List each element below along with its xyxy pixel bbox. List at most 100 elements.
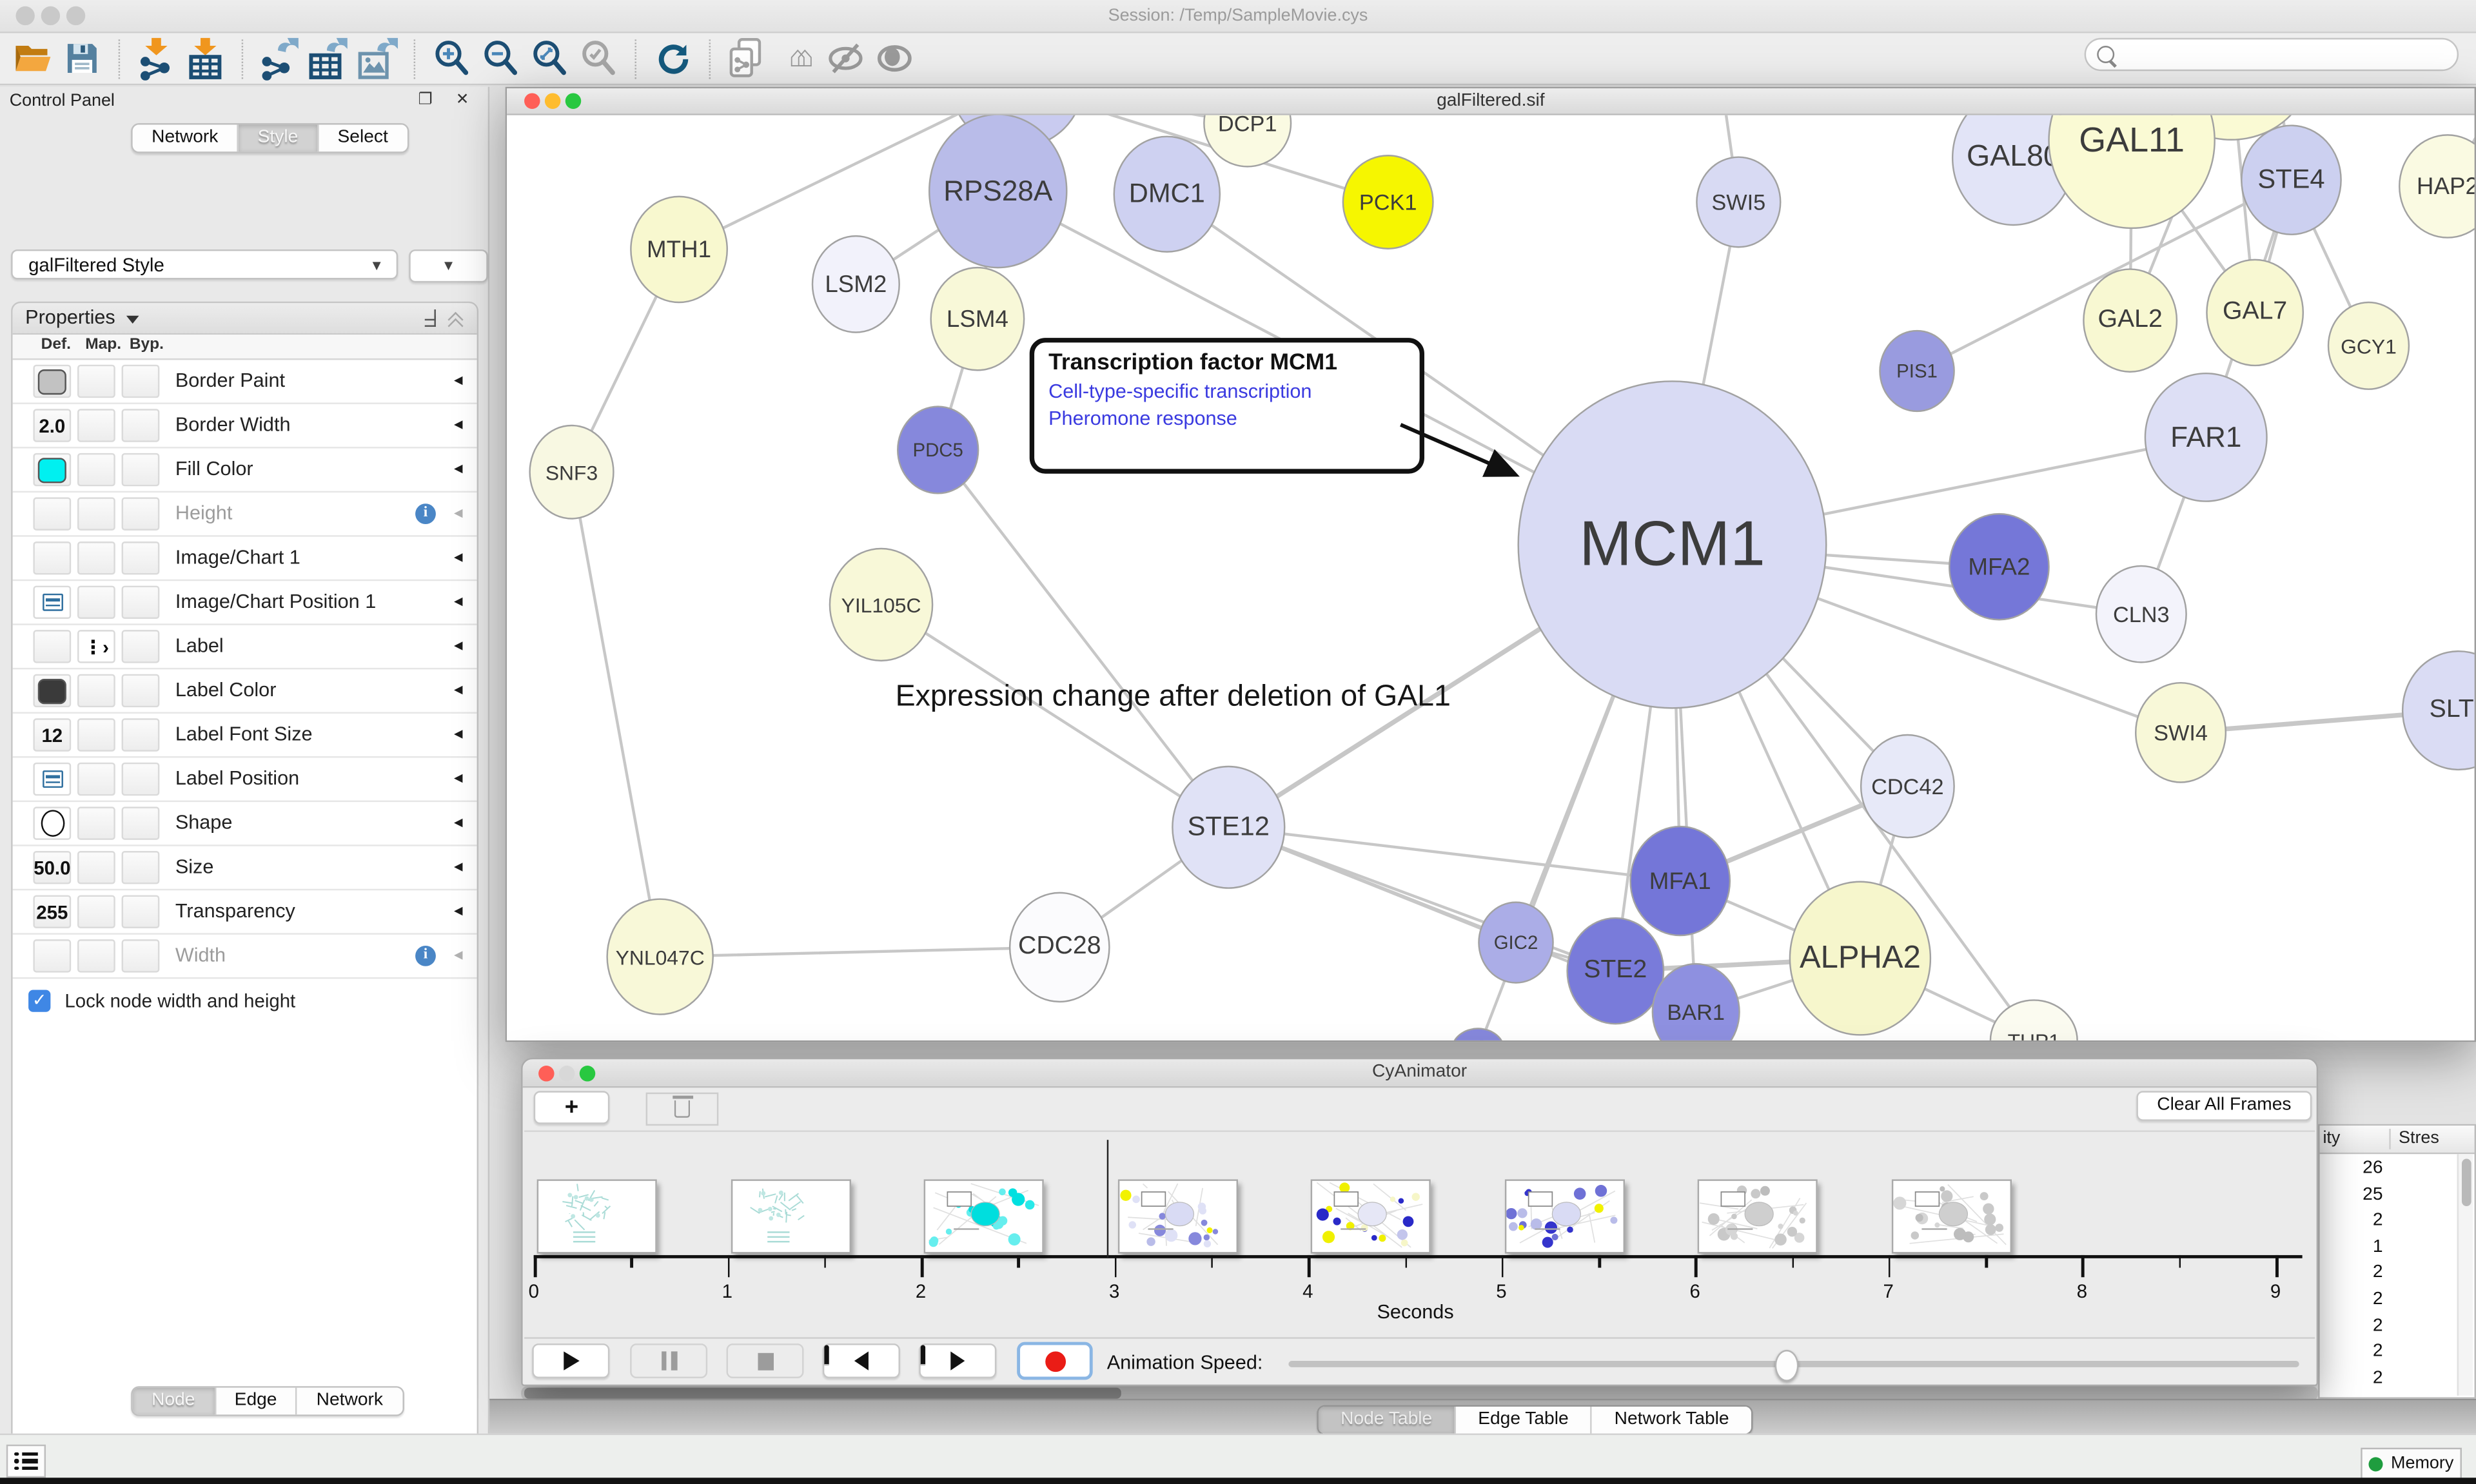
mapping-cell[interactable]	[77, 364, 115, 398]
close-icon[interactable]	[524, 93, 540, 109]
network-node-lsm2[interactable]: LSM2	[811, 235, 900, 333]
network-canvas[interactable]: DCP1 RPS28A DMC1 PCK1 SWI5 GAL80 GAL11 STE4 HAP2…	[507, 115, 2475, 1040]
property-row-label-position[interactable]: Label Position ◂	[12, 758, 477, 803]
property-row-border-width[interactable]: 2.0 Border Width ◂	[12, 404, 477, 449]
expand-all-icon[interactable]	[424, 309, 436, 321]
table-row[interactable]: 2	[2372, 1342, 2383, 1362]
expand-row-icon[interactable]: ◂	[454, 592, 463, 611]
expand-all-icon[interactable]	[424, 315, 436, 327]
default-value-cell[interactable]	[33, 762, 72, 796]
slider-knob[interactable]	[1774, 1349, 1798, 1381]
network-node-dmc1[interactable]: DMC1	[1113, 135, 1221, 253]
default-value-cell[interactable]	[33, 674, 72, 708]
tab-node[interactable]: Node	[132, 1387, 216, 1415]
mapping-cell[interactable]	[77, 497, 115, 531]
default-value-cell[interactable]	[33, 542, 72, 575]
expand-row-icon[interactable]: ◂	[454, 945, 463, 965]
table-row[interactable]: 26	[2363, 1158, 2383, 1178]
network-node-swi4[interactable]: SWI4	[2135, 681, 2227, 783]
table-column-stress[interactable]: Stres	[2399, 1129, 2439, 1148]
lock-size-checkbox[interactable]: ✓	[28, 990, 51, 1012]
tab-edge-table[interactable]: Edge Table	[1455, 1407, 1593, 1434]
expand-row-icon[interactable]: ◂	[454, 503, 463, 523]
property-row-label[interactable]: ⋮› Label ◂	[12, 625, 477, 670]
add-frame-button[interactable]: +	[533, 1091, 610, 1124]
play-button[interactable]	[532, 1343, 610, 1378]
table-row[interactable]: 2	[2372, 1368, 2383, 1388]
clone-network-icon[interactable]	[727, 37, 768, 80]
animation-frame-2[interactable]	[923, 1179, 1045, 1254]
network-node-ste2[interactable]: STE2	[1566, 917, 1665, 1025]
bypass-cell[interactable]	[121, 939, 160, 973]
network-node-gal7[interactable]: GAL7	[2206, 259, 2304, 367]
tab-network-table[interactable]: Network Table	[1592, 1407, 1751, 1434]
default-value-cell[interactable]: 2.0	[33, 409, 72, 442]
property-row-image-chart-1[interactable]: Image/Chart 1 ◂	[12, 537, 477, 581]
zoom-in-icon[interactable]	[431, 37, 473, 80]
expand-row-icon[interactable]: ◂	[454, 857, 463, 877]
memory-button[interactable]: Memory	[2361, 1447, 2462, 1479]
expand-row-icon[interactable]: ◂	[454, 371, 463, 390]
zoom-selected-icon[interactable]	[578, 37, 619, 80]
table-column-ity[interactable]: ity	[2323, 1129, 2341, 1148]
network-node-cdc28[interactable]: CDC28	[1008, 892, 1110, 1003]
expand-row-icon[interactable]: ◂	[454, 680, 463, 699]
network-node-pck1[interactable]: PCK1	[1342, 155, 1434, 249]
expand-row-icon[interactable]: ◂	[454, 547, 463, 567]
table-row[interactable]: 2	[2372, 1289, 2383, 1309]
export-network-icon[interactable]	[259, 37, 300, 80]
mcm1-annotation-box[interactable]: Transcription factor MCM1 Cell-type-spec…	[1029, 338, 1424, 474]
network-node-yil105c[interactable]: YIL105C	[829, 547, 934, 662]
bypass-cell[interactable]	[121, 674, 160, 708]
table-vertical-scrollbar[interactable]	[2457, 1154, 2473, 1396]
animation-frame-7[interactable]	[1891, 1179, 2012, 1254]
mapping-cell[interactable]	[77, 718, 115, 752]
default-value-cell[interactable]	[33, 453, 72, 487]
table-row[interactable]: 2	[2372, 1316, 2383, 1335]
bypass-cell[interactable]	[121, 453, 160, 487]
default-value-cell[interactable]	[33, 630, 72, 663]
table-row[interactable]: 2	[2372, 1211, 2383, 1231]
table-row[interactable]: 2	[2372, 1264, 2383, 1283]
bypass-cell[interactable]	[121, 364, 160, 398]
animation-frame-4[interactable]	[1311, 1179, 1431, 1254]
network-text-annotation[interactable]: Expression change after deletion of GAL1	[895, 680, 1451, 714]
animation-frame-1[interactable]	[730, 1179, 850, 1254]
cyanimator-titlebar[interactable]: CyAnimator	[522, 1059, 2317, 1088]
skip-to-end-button[interactable]	[919, 1343, 997, 1378]
network-node-bar1[interactable]: BAR1	[1651, 962, 1740, 1040]
tab-network[interactable]: Network	[297, 1387, 402, 1415]
network-node-alpha2[interactable]: ALPHA2	[1789, 881, 1932, 1036]
network-node-mth1[interactable]: MTH1	[630, 195, 728, 304]
default-value-cell[interactable]	[33, 939, 72, 973]
network-node-cdc42[interactable]: CDC42	[1860, 734, 1955, 839]
panel-window-icons[interactable]: ❐ ✕	[418, 92, 479, 109]
mapping-cell[interactable]	[77, 542, 115, 575]
default-value-cell[interactable]: 12	[33, 718, 72, 752]
show-details-eye-icon[interactable]	[873, 37, 914, 80]
bypass-cell[interactable]	[121, 497, 160, 531]
bypass-cell[interactable]	[121, 409, 160, 442]
bypass-cell[interactable]	[121, 718, 160, 752]
mapping-cell[interactable]	[77, 806, 115, 840]
open-session-icon[interactable]	[13, 37, 54, 80]
network-node-ste4[interactable]: STE4	[2241, 124, 2342, 235]
animation-frame-3[interactable]	[1117, 1179, 1238, 1254]
record-button[interactable]	[1017, 1342, 1093, 1380]
default-value-cell[interactable]	[33, 497, 72, 531]
network-node-rps28a[interactable]: RPS28A	[928, 115, 1068, 269]
timeline-area[interactable]: 0 1 2 3 4 5 6 7 8 9 Seconds	[524, 1130, 2315, 1339]
network-node-gcy1[interactable]: GCY1	[2327, 301, 2410, 390]
default-value-cell[interactable]	[33, 806, 72, 840]
tab-node-table[interactable]: Node Table	[1318, 1407, 1456, 1434]
search-input[interactable]	[2084, 37, 2459, 72]
network-node-cln3[interactable]: CLN3	[2095, 565, 2187, 663]
tab-network[interactable]: Network	[132, 124, 239, 152]
import-network-icon[interactable]	[136, 37, 177, 80]
import-table-icon[interactable]	[185, 37, 226, 80]
bypass-cell[interactable]	[121, 542, 160, 575]
style-options-button[interactable]: ▼	[409, 249, 488, 283]
mapping-cell[interactable]	[77, 895, 115, 929]
column-divider[interactable]	[2389, 1129, 2391, 1149]
default-value-cell[interactable]	[33, 364, 72, 398]
